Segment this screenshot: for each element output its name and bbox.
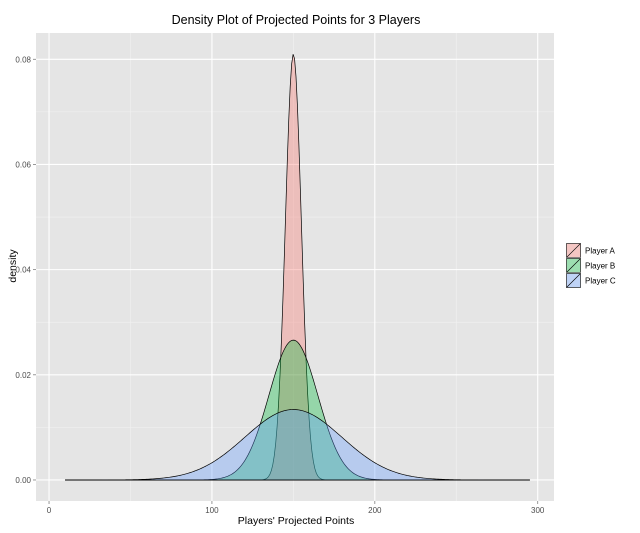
x-axis-title: Players' Projected Points	[238, 515, 354, 527]
minor-gridlines	[36, 33, 554, 501]
legend-key-player-b	[565, 257, 582, 274]
y-tick-label: 0.04	[15, 266, 31, 275]
legend-label: Player A	[585, 247, 615, 256]
x-axis: 0 100 200 300	[47, 501, 545, 515]
x-tick-label: 100	[205, 506, 219, 515]
legend-swatch-slash	[566, 243, 581, 258]
legend-label: Player C	[585, 277, 616, 286]
legend-swatch-slash	[566, 273, 581, 288]
x-tick-label: 0	[47, 506, 52, 515]
legend-swatch-slash	[566, 258, 581, 273]
y-tick-label: 0.00	[15, 476, 31, 485]
legend-key-player-c	[565, 272, 582, 289]
density-area-player-c	[64, 409, 530, 481]
density-curves	[64, 53, 530, 481]
y-axis-title: density	[7, 249, 19, 283]
y-tick-label: 0.08	[15, 55, 31, 64]
legend: Player A Player B Player C	[565, 242, 616, 289]
y-tick-label: 0.06	[15, 160, 31, 169]
major-gridlines	[36, 33, 554, 501]
x-tick-label: 200	[368, 506, 382, 515]
y-tick-label: 0.02	[15, 371, 31, 380]
plot-panel	[36, 33, 554, 501]
x-tick-label: 300	[531, 506, 545, 515]
legend-key-player-a	[565, 242, 582, 259]
chart-title: Density Plot of Projected Points for 3 P…	[172, 13, 421, 27]
y-axis: 0.00 0.02 0.04 0.06 0.08	[15, 55, 36, 485]
legend-label: Player B	[585, 262, 615, 271]
